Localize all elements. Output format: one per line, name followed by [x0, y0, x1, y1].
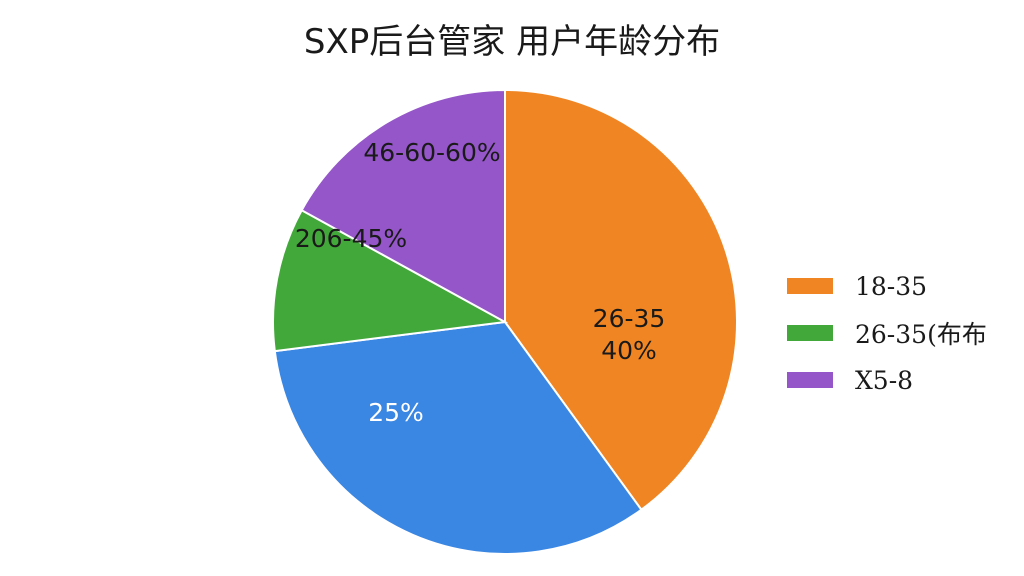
slice-label: 46-60-60% — [363, 138, 500, 167]
pie-slice — [273, 320, 643, 555]
pie-slice — [504, 88, 738, 512]
legend-item: 18-35 — [787, 270, 987, 302]
legend: 18-35 26-35(布布 X5-8 — [787, 270, 987, 411]
pie-slice — [300, 88, 506, 324]
chart-title: SXP后台管家 用户年龄分布 — [303, 22, 721, 62]
legend-label: 26-35(布布 — [855, 320, 987, 349]
slice-label: 26-35 — [593, 304, 666, 333]
slice-label: 206-45% — [295, 224, 407, 253]
legend-swatch — [787, 325, 833, 341]
legend-label: 18-35 — [855, 271, 928, 301]
legend-item: X5-8 — [787, 364, 987, 396]
legend-swatch — [787, 372, 833, 388]
legend-item: 26-35(布布 — [787, 317, 987, 349]
slice-label: 25% — [368, 398, 424, 427]
pie-slice — [272, 208, 509, 353]
legend-swatch — [787, 278, 833, 294]
slice-label: 40% — [601, 336, 657, 365]
legend-label: X5-8 — [855, 365, 914, 395]
